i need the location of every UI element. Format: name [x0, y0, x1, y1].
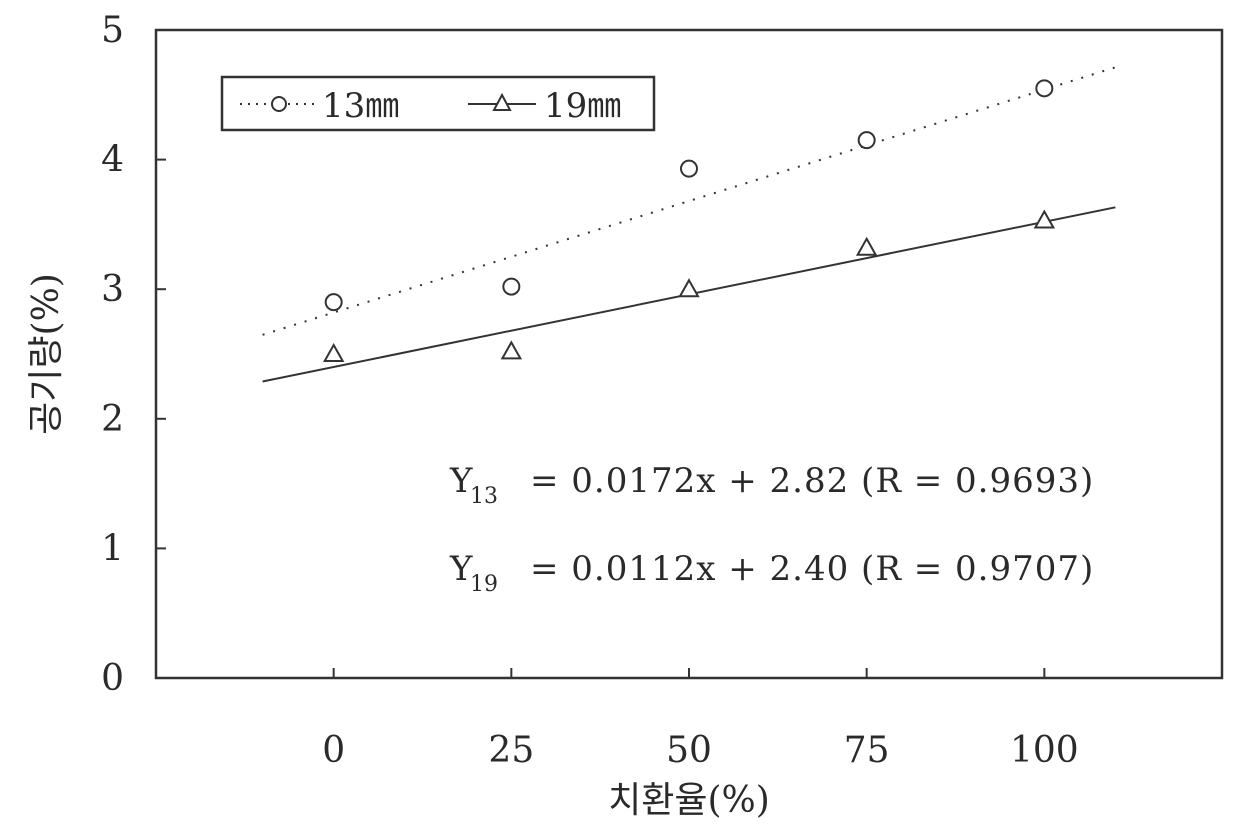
equation-19mm-sub: 19 [470, 572, 498, 597]
x-tick-label: 0 [322, 730, 345, 771]
x-tick-label: 50 [666, 730, 712, 771]
equation-13mm-sub: 13 [470, 484, 498, 509]
equation-19mm-text: = 0.0112x + 2.40 (R = 0.9707) [530, 549, 1094, 589]
y-axis-title: 공기량(%) [26, 273, 67, 435]
y-tick-label: 2 [101, 399, 124, 440]
legend-box [220, 75, 656, 132]
point-13mm [680, 159, 698, 178]
legend-19mm-marker [492, 92, 512, 111]
point-13mm [502, 277, 521, 296]
equation-13mm-text: = 0.0172x + 2.82 (R = 0.9693) [530, 461, 1094, 501]
legend: 13㎜ 19㎜ [220, 75, 656, 132]
y-tick-label: 1 [101, 528, 124, 569]
x-tick-label: 75 [844, 730, 890, 771]
y-tick-label: 3 [101, 269, 124, 310]
legend-13mm-marker [271, 96, 287, 112]
y-axis: 0 1 2 3 4 5 [101, 10, 166, 699]
equation-19mm: Y 19 = 0.0112x + 2.40 (R = 0.9707) [449, 549, 1094, 597]
point-19mm [500, 340, 523, 360]
x-axis: 0 25 50 75 100 [322, 668, 1079, 771]
point-19mm [1033, 209, 1056, 229]
equation-13mm-var: Y [449, 461, 473, 501]
point-13mm [324, 293, 343, 312]
equation-19mm-var: Y [449, 549, 473, 589]
y-tick-label: 5 [101, 10, 124, 51]
legend-13mm-label: 13㎜ [322, 86, 399, 126]
x-tick-label: 100 [1010, 730, 1079, 771]
data-points [322, 79, 1056, 362]
point-13mm [1035, 79, 1054, 98]
x-axis-title: 치환율(%) [608, 780, 770, 821]
y-tick-label: 0 [101, 658, 124, 699]
point-19mm [678, 278, 700, 298]
equation-13mm: Y 13 = 0.0172x + 2.82 (R = 0.9693) [449, 461, 1094, 509]
point-19mm [855, 236, 878, 256]
x-tick-label: 25 [488, 730, 534, 771]
point-13mm [857, 131, 876, 150]
legend-19mm-label: 19㎜ [544, 86, 621, 126]
point-19mm [322, 342, 345, 362]
y-tick-label: 4 [101, 140, 124, 181]
